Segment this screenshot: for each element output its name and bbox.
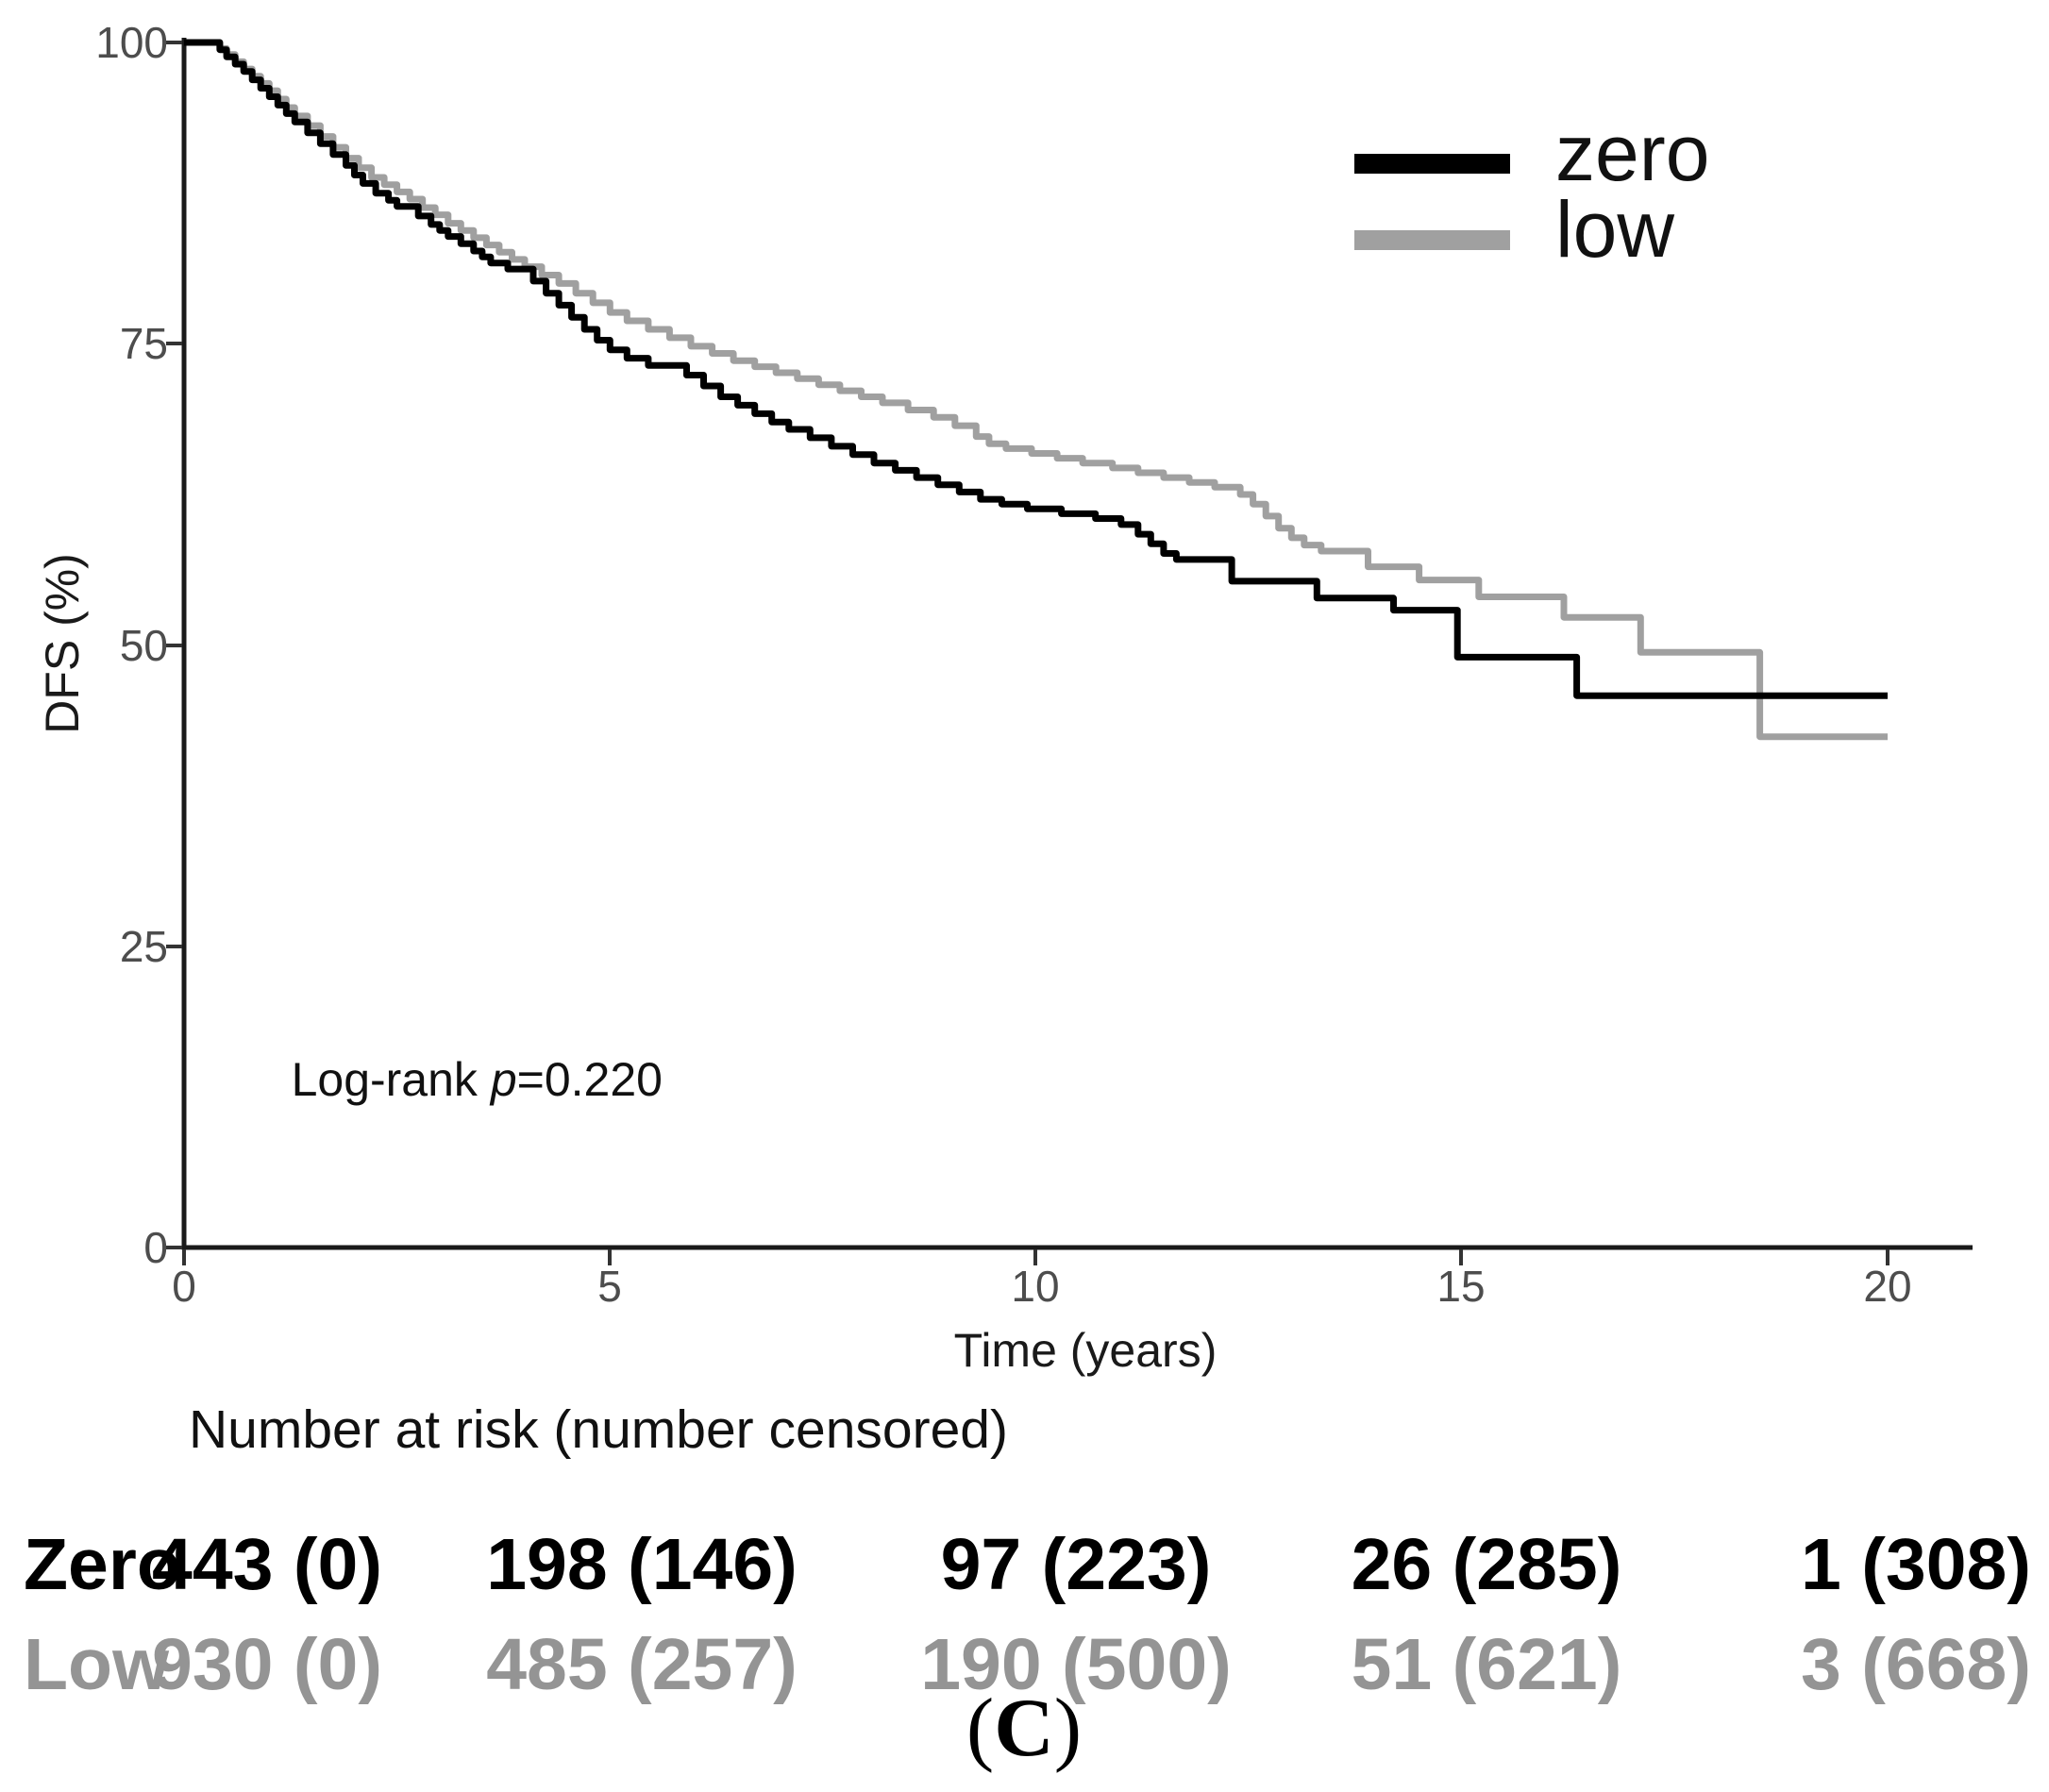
risk-cell-low-t5: 485 (257): [486, 1624, 798, 1705]
km-curve-low: [184, 39, 1888, 741]
x-tick-0: 0: [172, 1262, 196, 1311]
legend-swatch-zero: [1354, 154, 1510, 174]
caption-letter: C: [994, 1683, 1054, 1774]
km-plot-canvas: [166, 38, 1973, 1265]
risk-row-label-zero: Zero: [24, 1524, 181, 1605]
y-axis-title: DFS (%): [36, 553, 89, 734]
legend-swatch-low: [1354, 230, 1510, 250]
log-rank-prefix: Log-rank: [291, 1053, 491, 1106]
y-tick-100: 100: [95, 18, 168, 67]
x-tick-5: 5: [597, 1262, 622, 1311]
risk-cell-low-t20: 3 (668): [1801, 1624, 2031, 1705]
y-axis-ticks: [166, 41, 182, 1249]
caption-open-paren: (: [966, 1683, 995, 1774]
risk-table-header: Number at risk (number censored): [189, 1399, 1008, 1460]
y-tick-0: 0: [143, 1223, 168, 1272]
log-rank-p-symbol: p: [490, 1053, 517, 1106]
log-rank-annotation: Log-rank p=0.220: [239, 997, 663, 1162]
risk-cell-zero-t20: 1 (308): [1801, 1524, 2031, 1605]
panel-caption: (C): [966, 1682, 1082, 1776]
y-tick-25: 25: [119, 922, 168, 971]
x-axis-ticks: [182, 1249, 1889, 1265]
risk-cell-zero-t10: 97 (223): [940, 1524, 1212, 1605]
risk-row-label-low: Low: [24, 1624, 169, 1705]
log-rank-value: =0.220: [516, 1053, 663, 1106]
x-axis-title: Time (years): [953, 1324, 1218, 1377]
km-curve-zero: [184, 39, 1888, 699]
risk-cell-zero-t5: 198 (146): [486, 1524, 798, 1605]
x-tick-10: 10: [1011, 1262, 1060, 1311]
risk-cell-zero-t0: 443 (0): [152, 1524, 382, 1605]
y-tick-75: 75: [119, 319, 168, 368]
x-tick-20: 20: [1863, 1262, 1912, 1311]
legend-label-low: low: [1555, 185, 1675, 274]
risk-cell-low-t0: 930 (0): [152, 1624, 382, 1705]
legend-label-zero: zero: [1555, 109, 1710, 197]
risk-cell-low-t10: 190 (500): [920, 1624, 1232, 1705]
risk-cell-zero-t15: 26 (285): [1351, 1524, 1622, 1605]
x-tick-15: 15: [1436, 1262, 1486, 1311]
y-tick-50: 50: [119, 621, 168, 670]
risk-cell-low-t15: 51 (621): [1351, 1624, 1622, 1705]
caption-close-paren: ): [1053, 1683, 1083, 1774]
